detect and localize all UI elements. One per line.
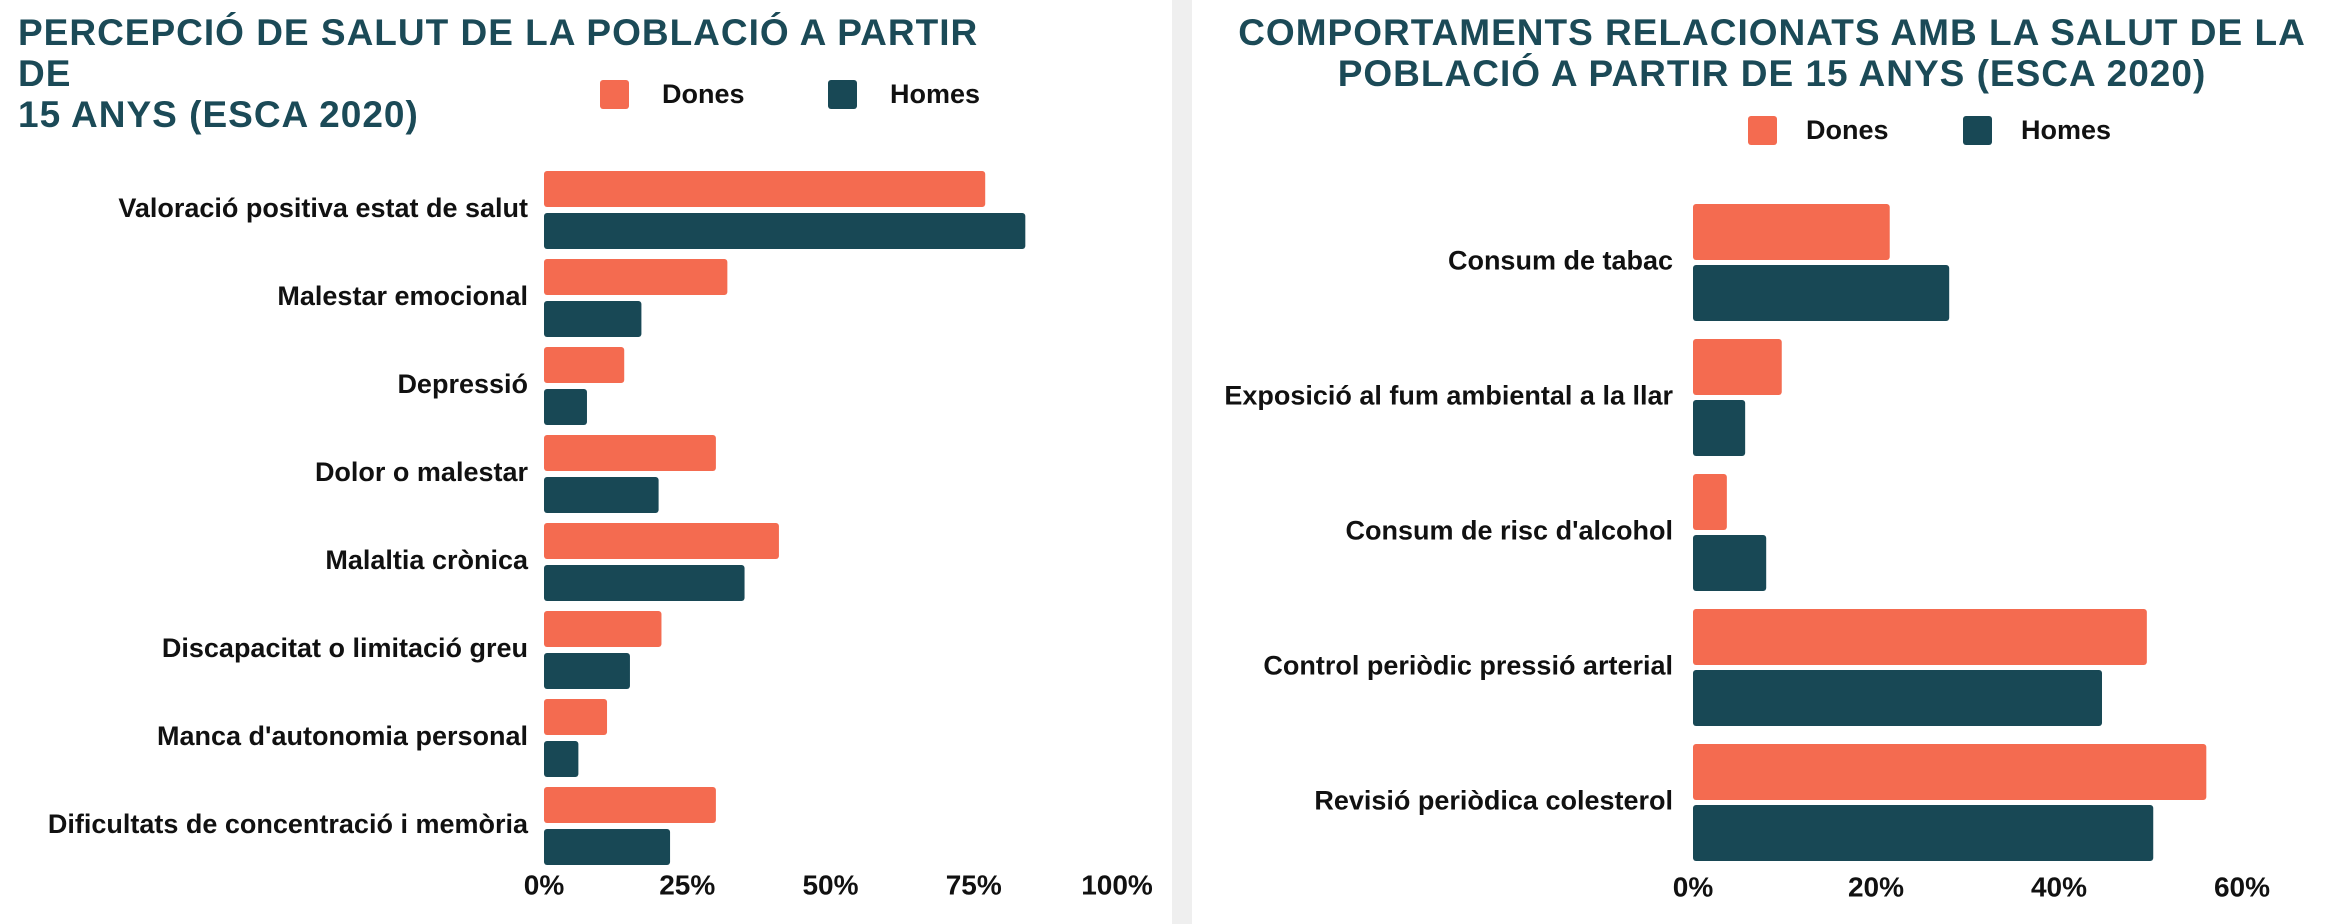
bar-dones bbox=[544, 699, 608, 735]
bar-group: Dificultats de concentració i memòria bbox=[48, 787, 716, 865]
right-bar-chart: Consum de tabac Exposició al fum ambienta… bbox=[1224, 204, 2270, 902]
bar-dones bbox=[1693, 609, 2147, 665]
category-label: Dolor o malestar bbox=[315, 457, 529, 487]
bar-homes bbox=[544, 653, 630, 689]
bar-group: Exposició al fum ambiental a la llar bbox=[1224, 339, 1782, 456]
category-label: Consum de risc d'alcohol bbox=[1346, 516, 1673, 546]
bar-homes bbox=[1693, 535, 1767, 591]
legend-swatch-dones bbox=[1748, 116, 1777, 145]
bar-group: Manca d'autonomia personal bbox=[157, 699, 608, 777]
category-label: Valoració positiva estat de salut bbox=[118, 193, 528, 223]
right-title-line-1: COMPORTAMENTS RELACIONATS AMB LA SALUT D… bbox=[1238, 12, 2306, 53]
category-label: Malestar emocional bbox=[277, 281, 528, 311]
x-tick-label: 0% bbox=[524, 869, 565, 900]
category-label: Depressió bbox=[397, 369, 528, 399]
panel-divider bbox=[1172, 0, 1192, 924]
bar-group: Dolor o malestar bbox=[315, 435, 716, 513]
bar-dones bbox=[1693, 204, 1890, 260]
bar-homes bbox=[1693, 670, 2103, 726]
bar-group: Consum de risc d'alcohol bbox=[1346, 474, 1767, 591]
category-label: Exposició al fum ambiental a la llar bbox=[1224, 381, 1673, 411]
x-tick-label: 60% bbox=[2214, 871, 2270, 902]
bar-group: Depressió bbox=[397, 347, 625, 425]
category-label: Revisió periòdica colesterol bbox=[1314, 786, 1673, 816]
category-label: Control periòdic pressió arterial bbox=[1263, 651, 1673, 681]
legend-swatch-homes bbox=[828, 80, 857, 109]
legend-label-homes: Homes bbox=[890, 79, 981, 109]
category-label: Dificultats de concentració i memòria bbox=[48, 809, 529, 839]
bar-homes bbox=[1693, 400, 1746, 456]
x-tick-label: 100% bbox=[1081, 869, 1153, 900]
left-title-line-2: 15 ANYS (ESCA 2020) bbox=[18, 94, 419, 135]
bar-dones bbox=[544, 259, 728, 295]
bar-group: Revisió periòdica colesterol bbox=[1314, 744, 2207, 861]
x-tick-label: 0% bbox=[1673, 871, 1714, 902]
bar-dones bbox=[544, 787, 716, 823]
x-tick-label: 75% bbox=[946, 869, 1002, 900]
bar-group: Consum de tabac bbox=[1448, 204, 1950, 321]
category-label: Manca d'autonomia personal bbox=[157, 721, 528, 751]
x-tick-label: 25% bbox=[659, 869, 715, 900]
left-bar-chart: Valoració positiva estat de salut Malesta… bbox=[48, 171, 1153, 900]
bar-group: Control periòdic pressió arterial bbox=[1263, 609, 2147, 726]
bar-group: Malestar emocional bbox=[277, 259, 728, 337]
bar-group: Valoració positiva estat de salut bbox=[118, 171, 1026, 249]
category-label: Consum de tabac bbox=[1448, 246, 1673, 276]
right-chart-title: COMPORTAMENTS RELACIONATS AMB LA SALUT D… bbox=[1232, 12, 2312, 94]
right-chart-panel: COMPORTAMENTS RELACIONATS AMB LA SALUT D… bbox=[1192, 0, 2338, 924]
bar-dones bbox=[1693, 744, 2207, 800]
bar-dones bbox=[544, 347, 625, 383]
category-label: Malaltia crònica bbox=[325, 545, 529, 575]
category-label: Discapacitat o limitació greu bbox=[162, 633, 528, 663]
bar-homes bbox=[1693, 805, 2154, 861]
legend-swatch-homes bbox=[1963, 116, 1992, 145]
legend-swatch-dones bbox=[600, 80, 629, 109]
left-title-line-1: PERCEPCIÓ DE SALUT DE LA POBLACIÓ A PART… bbox=[18, 12, 979, 94]
bar-homes bbox=[544, 477, 659, 513]
bar-homes bbox=[1693, 265, 1950, 321]
bar-homes bbox=[544, 741, 579, 777]
bar-homes bbox=[544, 829, 671, 865]
bar-dones bbox=[544, 435, 716, 471]
legend-label-dones: Dones bbox=[662, 79, 745, 109]
legend-label-dones: Dones bbox=[1806, 115, 1889, 145]
bar-dones bbox=[544, 611, 662, 647]
x-tick-label: 40% bbox=[2031, 871, 2087, 902]
bar-homes bbox=[544, 565, 745, 601]
x-tick-label: 20% bbox=[1848, 871, 1904, 902]
bar-homes bbox=[544, 301, 642, 337]
right-title-line-2: POBLACIÓ A PARTIR DE 15 ANYS (ESCA 2020) bbox=[1337, 53, 2207, 94]
bar-group: Discapacitat o limitació greu bbox=[162, 611, 662, 689]
bar-group: Malaltia crònica bbox=[325, 523, 779, 601]
bar-dones bbox=[1693, 339, 1782, 395]
x-tick-label: 50% bbox=[802, 869, 858, 900]
bar-homes bbox=[544, 213, 1026, 249]
bar-homes bbox=[544, 389, 587, 425]
left-chart-title: PERCEPCIÓ DE SALUT DE LA POBLACIÓ A PART… bbox=[18, 12, 1018, 135]
bar-dones bbox=[1693, 474, 1727, 530]
bar-dones bbox=[544, 171, 986, 207]
legend-label-homes: Homes bbox=[2021, 115, 2112, 145]
left-chart-panel: PERCEPCIÓ DE SALUT DE LA POBLACIÓ A PART… bbox=[18, 12, 1153, 901]
bar-dones bbox=[544, 523, 779, 559]
